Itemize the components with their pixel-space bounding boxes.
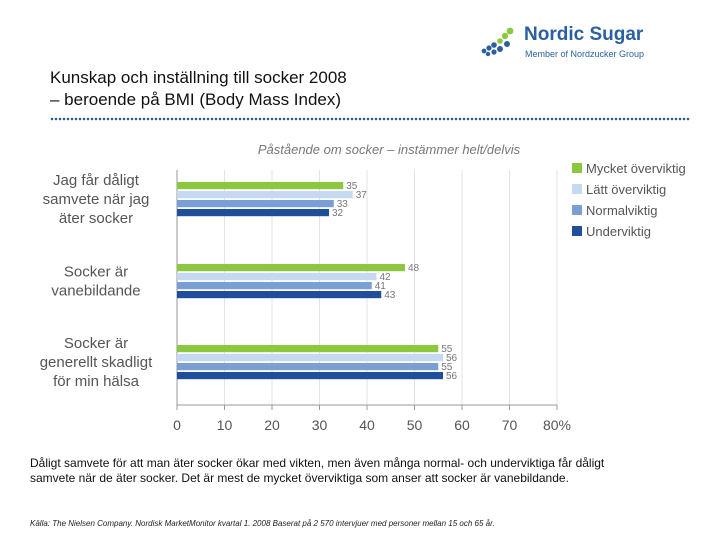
bar-mycket-verviktig bbox=[177, 182, 344, 190]
chart-title: Påstående om socker – instämmer helt/del… bbox=[258, 142, 521, 157]
summary-note: Dåligt samvete för att man äter socker ö… bbox=[30, 456, 605, 485]
brand-tagline: Member of Nordzucker Group bbox=[525, 49, 645, 59]
category-label: generellt skadligt bbox=[40, 354, 153, 371]
data-label: 35 bbox=[346, 181, 358, 192]
bar-mycket-verviktig bbox=[177, 264, 405, 272]
x-tick-label: 10 bbox=[217, 417, 233, 433]
category-label: för min hälsa bbox=[53, 373, 140, 390]
x-tick-label: 0 bbox=[173, 417, 181, 433]
page-title: Kunskap och inställning till socker 2008… bbox=[50, 67, 347, 111]
bar-l-tt-verviktig bbox=[177, 273, 377, 281]
bar-underviktig bbox=[177, 291, 382, 299]
data-label: 37 bbox=[356, 190, 368, 201]
legend-swatch bbox=[572, 226, 582, 236]
source-footnote: Källa: The Nielsen Company. Nordisk Mark… bbox=[30, 519, 495, 528]
legend-swatch bbox=[572, 184, 582, 194]
category-label: Jag får dåligt bbox=[53, 172, 140, 189]
x-tick-label: 40 bbox=[359, 417, 375, 433]
bar-l-tt-verviktig bbox=[177, 354, 443, 362]
category-label: äter socker bbox=[59, 210, 133, 227]
brand-name: Nordic Sugar bbox=[524, 24, 644, 45]
page-title-line-1: Kunskap och inställning till socker 2008 bbox=[50, 68, 347, 87]
data-label: 41 bbox=[375, 281, 387, 292]
sugar-beet-dots-icon bbox=[481, 27, 514, 57]
bar-normalviktig bbox=[177, 200, 334, 208]
bar-chart: Påstående om socker – instämmer helt/del… bbox=[40, 142, 686, 433]
data-label: 56 bbox=[446, 353, 458, 364]
bar-normalviktig bbox=[177, 363, 439, 371]
data-label: 43 bbox=[384, 290, 396, 301]
bar-normalviktig bbox=[177, 282, 372, 290]
legend-swatch bbox=[572, 163, 582, 173]
legend-label: Underviktig bbox=[586, 224, 651, 239]
x-tick-label: 50 bbox=[407, 417, 423, 433]
category-label: Socker är bbox=[64, 335, 128, 352]
brand-logo: Nordic Sugar Member of Nordzucker Group bbox=[478, 20, 678, 64]
x-tick-label: 20 bbox=[264, 417, 280, 433]
category-label: samvete när jag bbox=[43, 191, 150, 208]
data-label: 56 bbox=[446, 371, 458, 382]
data-label: 42 bbox=[380, 272, 392, 283]
data-label: 48 bbox=[408, 263, 420, 274]
data-label: 55 bbox=[441, 344, 453, 355]
x-tick-label: 60 bbox=[454, 417, 470, 433]
page-title-line-2: – beroende på BMI (Body Mass Index) bbox=[50, 90, 342, 109]
data-label: 55 bbox=[441, 362, 453, 373]
data-label: 33 bbox=[337, 199, 349, 210]
bar-underviktig bbox=[177, 209, 329, 217]
legend-swatch bbox=[572, 205, 582, 215]
legend-label: Normalviktig bbox=[586, 203, 658, 218]
x-tick-label: 80% bbox=[543, 417, 571, 433]
bar-l-tt-verviktig bbox=[177, 191, 353, 199]
category-label: Socker är bbox=[64, 264, 128, 281]
legend-label: Mycket överviktig bbox=[586, 161, 686, 176]
category-label: vanebildande bbox=[51, 283, 140, 300]
bar-underviktig bbox=[177, 372, 443, 380]
dotted-divider bbox=[50, 117, 690, 121]
data-label: 32 bbox=[332, 208, 344, 219]
bar-mycket-verviktig bbox=[177, 345, 439, 353]
legend-label: Lätt överviktig bbox=[586, 182, 666, 197]
x-tick-label: 70 bbox=[502, 417, 518, 433]
x-tick-label: 30 bbox=[312, 417, 328, 433]
